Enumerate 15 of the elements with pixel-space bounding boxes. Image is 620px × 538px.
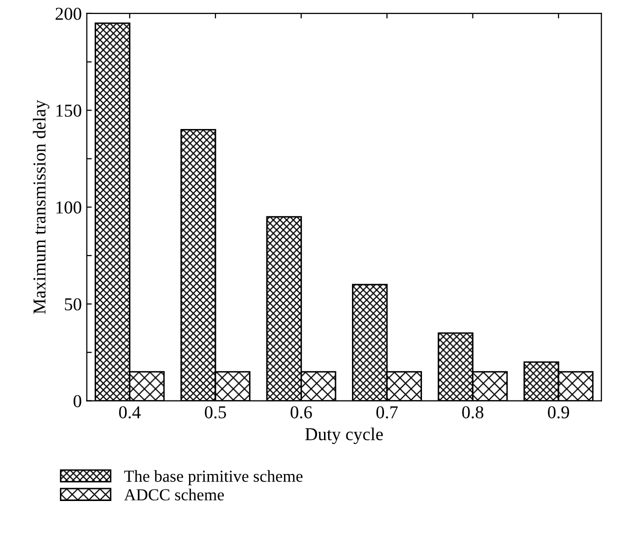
y-tick-label: 150 <box>56 104 82 117</box>
x-tick-label: 0.4 <box>119 406 141 418</box>
y-tick-label: 100 <box>56 201 82 214</box>
legend-label: ADCC scheme <box>124 488 224 500</box>
y-tick-label: 0 <box>74 395 82 408</box>
x-axis-title: Duty cycle <box>305 428 383 444</box>
legend-label: The base primitive scheme <box>124 470 302 486</box>
x-tick-label: 0.7 <box>376 406 398 418</box>
y-axis-title: Maximum transmission delay <box>32 100 50 314</box>
x-tick-label: 0.9 <box>548 406 570 418</box>
x-tick-label: 0.5 <box>204 406 226 418</box>
y-tick-label: 200 <box>56 8 82 20</box>
y-tick-label: 50 <box>64 298 82 310</box>
x-tick-label: 0.8 <box>462 406 484 418</box>
x-tick-label: 0.6 <box>290 406 312 418</box>
